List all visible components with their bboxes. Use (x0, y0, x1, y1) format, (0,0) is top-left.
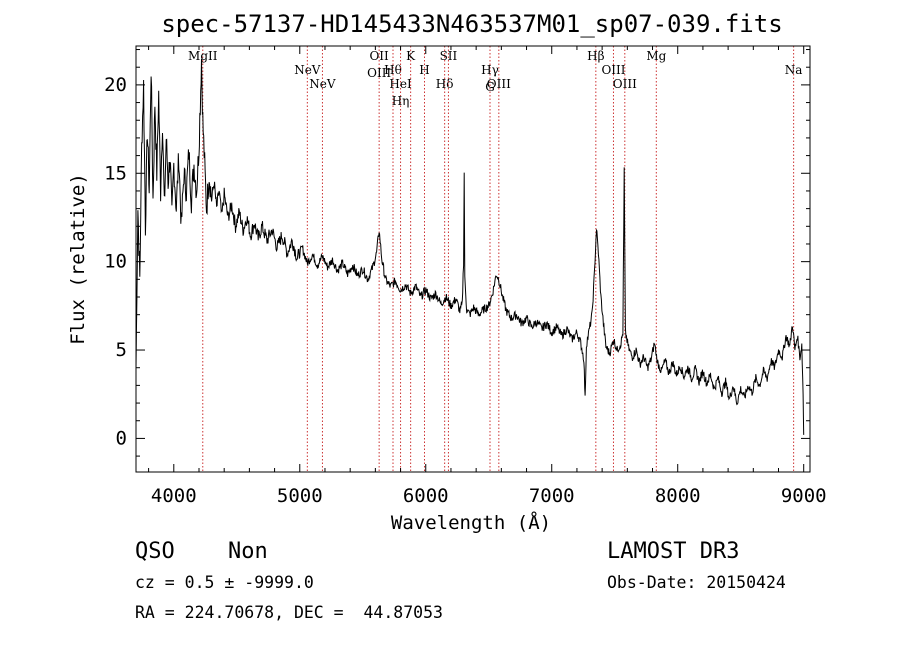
line-label: HeI (389, 77, 412, 91)
line-label: OIII (601, 63, 625, 77)
x-tick-label: 9000 (781, 485, 827, 507)
spectrum-line (135, 58, 805, 435)
line-label: NeV (294, 63, 321, 77)
line-label: MgII (188, 49, 218, 63)
coordinates-text: RA = 224.70678, DEC = 44.87053 (135, 603, 443, 622)
axis-ticks: 4000 5000 6000 7000 8000 9000 0 5 10 15 20 (104, 46, 827, 507)
y-tick-label: 10 (104, 251, 127, 273)
line-label: NeV (309, 77, 336, 91)
line-label: H (419, 63, 429, 77)
chart-title: spec-57137-HD145433N463537M01_sp07-039.f… (161, 10, 782, 38)
y-tick-label: 0 (116, 427, 127, 449)
line-label: Hγ (481, 63, 499, 77)
x-tick-label: 8000 (655, 485, 701, 507)
obs-date-text: Obs-Date: 20150424 (607, 573, 786, 592)
spectrum-chart: spec-57137-HD145433N463537M01_sp07-039.f… (67, 10, 827, 534)
line-label: OII (369, 49, 389, 63)
x-tick-label: 4000 (151, 485, 197, 507)
redshift-text: cz = 0.5 ± -9999.0 (135, 573, 314, 592)
y-tick-label: 5 (116, 339, 127, 361)
y-axis-label: Flux (relative) (67, 173, 89, 345)
x-axis-label: Wavelength (Å) (391, 511, 551, 534)
line-label: OIII (613, 77, 637, 91)
x-tick-label: 5000 (277, 485, 323, 507)
line-label: OIII (487, 77, 511, 91)
line-label: Mg (646, 49, 666, 63)
y-tick-label: 20 (104, 74, 127, 96)
spectrum-series (135, 58, 805, 435)
subclass-label: Non (228, 539, 268, 564)
survey-label: LAMOST DR3 (607, 539, 740, 564)
line-label: K (406, 49, 416, 63)
class-label: QSO (135, 539, 175, 564)
line-label: Na (785, 63, 803, 77)
line-label: Hθ (384, 63, 402, 77)
line-label: SII (440, 49, 458, 63)
y-tick-label: 15 (104, 162, 127, 184)
line-label: Hβ (587, 49, 604, 63)
line-label: G (485, 80, 495, 94)
line-label: OIII (367, 66, 391, 80)
x-tick-label: 6000 (403, 485, 449, 507)
line-label: Hη (392, 94, 410, 108)
plot-frame (135, 45, 811, 473)
emission-line-markers: MgIINeVNeVOIIOIIIHθHeIHηKHHδSIIHγGOIIIHβ… (188, 46, 802, 472)
x-tick-label: 7000 (529, 485, 575, 507)
line-label: Hδ (436, 77, 454, 91)
